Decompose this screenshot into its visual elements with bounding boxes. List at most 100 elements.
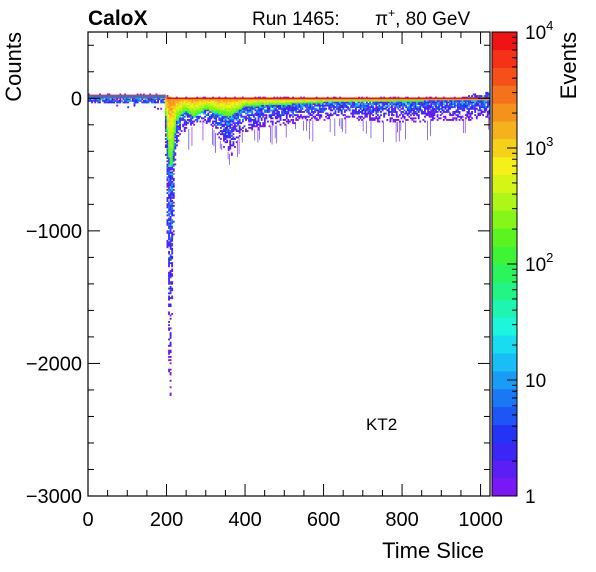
heatmap-cell (428, 99, 431, 102)
heatmap-cell (254, 117, 257, 120)
heatmap-cell (276, 120, 279, 123)
heatmap-cell (174, 101, 177, 104)
heatmap-cell (256, 106, 258, 109)
heatmap-cell (180, 118, 183, 121)
heatmap-cell (304, 104, 307, 107)
heatmap-cell (464, 101, 467, 104)
heatmap-cell (387, 112, 390, 115)
heatmap-cell (329, 109, 332, 112)
heatmap-cell (125, 101, 128, 104)
heatmap-cell (317, 103, 320, 105)
heatmap-cell (191, 101, 194, 104)
heatmap-cell (252, 103, 255, 105)
heatmap-cell (420, 99, 423, 102)
heatmap-cell (474, 111, 477, 113)
experiment-label: CaloX (88, 7, 148, 30)
y-tick-label: 0 (71, 88, 82, 110)
heatmap-cell (257, 111, 260, 113)
heatmap-cell (230, 131, 233, 134)
heatmap-cell (480, 101, 483, 104)
heatmap-cell (406, 114, 409, 117)
color-bar-swatch (492, 406, 517, 425)
heatmap-cell (191, 120, 194, 123)
heatmap-cell (215, 122, 218, 125)
y-tick-label: −3000 (26, 486, 82, 508)
heatmap-cell (174, 115, 177, 118)
heatmap-cell (227, 133, 230, 136)
heatmap-cell (216, 114, 219, 117)
heatmap-cell (430, 118, 433, 121)
heatmap-cell (238, 131, 241, 134)
heatmap-cell (219, 112, 222, 115)
heatmap-cell (398, 104, 401, 107)
heatmap-cell (488, 112, 491, 115)
heatmap-cell (179, 118, 181, 121)
heatmap-cell (172, 152, 175, 155)
heatmap-cell (314, 103, 316, 105)
heatmap-cell (166, 123, 169, 126)
heatmap-cell (361, 103, 364, 105)
heatmap-cell (436, 118, 439, 121)
heatmap-cell (257, 106, 260, 109)
heatmap-cell (274, 112, 277, 115)
heatmap-cell (248, 118, 251, 121)
heatmap-cell (179, 115, 181, 118)
heatmap-cell (372, 104, 375, 107)
heatmap-cell (248, 111, 251, 113)
heatmap-cell (281, 109, 284, 112)
heatmap-cell (295, 111, 298, 113)
heatmap-cell (312, 111, 315, 113)
heatmap-cell (405, 118, 408, 121)
heatmap-cell (182, 114, 185, 117)
heatmap-cell (391, 111, 393, 113)
heatmap-cell (174, 112, 177, 115)
heatmap-cell (202, 109, 205, 112)
heatmap-cell (431, 115, 434, 118)
heatmap-cell (433, 104, 436, 107)
heatmap-cell (183, 103, 186, 105)
heatmap-cell (287, 101, 290, 104)
heatmap-cell (435, 109, 437, 112)
heatmap-cell (219, 138, 222, 140)
heatmap-cell (240, 109, 243, 112)
heatmap-cell (229, 134, 232, 137)
heatmap-cell (480, 95, 483, 97)
heatmap-cell (240, 106, 243, 109)
heatmap-cell (425, 107, 428, 110)
heatmap-cell (267, 106, 269, 109)
heatmap-cell (226, 122, 229, 125)
heatmap-cell (376, 117, 379, 120)
heatmap-cell (224, 136, 227, 139)
heatmap-cell (226, 106, 229, 109)
heatmap-cell (168, 263, 170, 266)
heatmap-cell (441, 106, 444, 109)
heatmap-cell (169, 122, 172, 125)
heatmap-cell (219, 122, 222, 125)
heatmap-cell (168, 142, 170, 145)
heatmap-cell (254, 103, 257, 105)
heatmap-cell (332, 99, 335, 102)
heatmap-cell (169, 255, 172, 258)
heatmap-cell (227, 122, 230, 125)
heatmap-cell (447, 111, 450, 113)
heatmap-cell (354, 103, 357, 105)
heatmap-cell (169, 161, 172, 164)
heatmap-cell (351, 103, 354, 105)
heatmap-cell (457, 114, 459, 117)
heatmap-cell (168, 138, 170, 140)
heatmap-cell (205, 101, 208, 104)
heatmap-cell (482, 101, 485, 104)
heatmap-cell (420, 112, 423, 115)
heatmap-cell (413, 103, 415, 105)
heatmap-cell (171, 134, 174, 137)
heatmap-cell (98, 101, 101, 104)
heatmap-cell (204, 106, 207, 109)
heatmap-cell (237, 107, 240, 110)
heatmap-cell (321, 103, 324, 105)
heatmap-cell (472, 107, 475, 110)
heatmap-cell (218, 106, 221, 109)
heatmap-cell (348, 115, 351, 118)
heatmap-cell (296, 115, 299, 118)
heatmap-cell (365, 107, 368, 110)
